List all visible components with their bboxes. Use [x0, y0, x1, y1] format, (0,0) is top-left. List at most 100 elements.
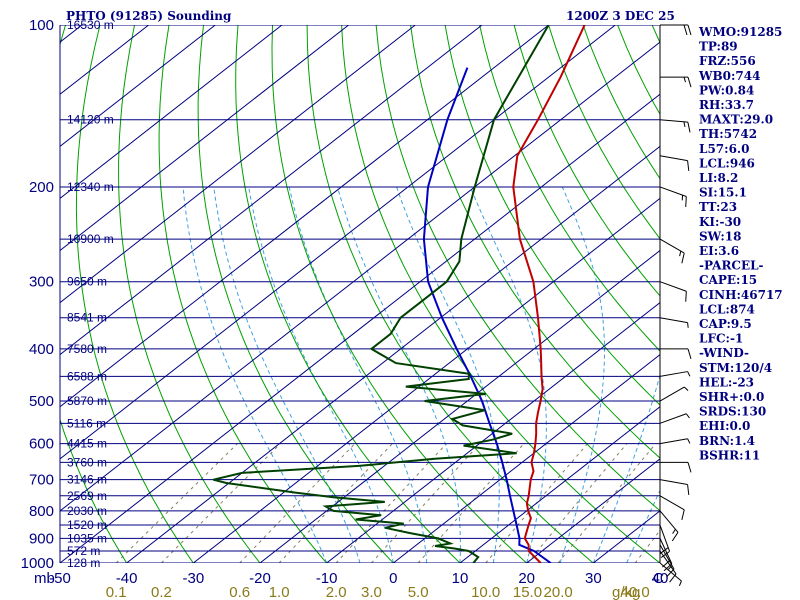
height-label: 5870 m	[67, 394, 107, 408]
wind-barb	[659, 371, 691, 377]
temperature-tick-label: -10	[316, 570, 338, 587]
pressure-tick-label: 700	[29, 472, 54, 489]
pressure-tick-label: 200	[29, 179, 54, 196]
index-line: TT:23	[699, 200, 737, 214]
index-line: FRZ:556	[699, 54, 756, 68]
isotherms	[60, 25, 660, 563]
height-label: 128 m	[67, 556, 100, 570]
index-line: SI:15.1	[699, 186, 747, 200]
index-line: LCL:946	[699, 156, 755, 170]
mixing-ratio-label: 0.1	[106, 584, 127, 600]
index-line: CAP:9.5	[699, 317, 752, 331]
index-line: KI:-30	[699, 215, 741, 229]
temperature-tick-label: -30	[182, 570, 204, 587]
isotherm	[259, 249, 660, 563]
index-line: WMO:91285	[698, 25, 782, 39]
isotherm	[326, 301, 660, 563]
height-label: 3146 m	[67, 473, 107, 487]
mixing-ratio-label: 15.0	[513, 584, 542, 600]
mixing-ratio-label: 3.0	[361, 584, 382, 600]
temperature-tick-label: 20	[518, 570, 535, 587]
isotherm	[193, 197, 660, 563]
mixing-ratio-unit: g/kg	[612, 584, 640, 600]
isotherm	[60, 25, 616, 460]
index-line: LI:8.2	[699, 171, 738, 185]
height-label: 572 m	[67, 544, 100, 558]
index-line: LCL:874	[699, 302, 755, 316]
height-label: 14120 m	[67, 113, 114, 127]
isotherm	[60, 93, 660, 563]
temperature-tick-label: 40	[652, 570, 669, 587]
wind-barb	[659, 510, 679, 542]
isotherm	[393, 354, 660, 563]
parcel-trace	[422, 67, 552, 563]
mixing-ratio-label: 20.0	[544, 584, 573, 600]
isotherm	[60, 25, 549, 408]
height-label: 1520 m	[67, 518, 107, 532]
isotherm	[60, 25, 483, 356]
x-unit-right: C	[653, 570, 664, 587]
mixing-ratio-label: 1.0	[269, 584, 290, 600]
mixing-ratio-label: 10.0	[471, 584, 500, 600]
index-line: L57:6.0	[699, 142, 749, 156]
pressure-tick-label: 400	[29, 341, 54, 358]
mixing-ratio-labels: g/kg 0.1 0.2 0.6 1.0 2.0 3.0 5.0 10.0 15.0 20.0 40…	[106, 584, 650, 600]
index-line: SRDS:130	[699, 405, 766, 419]
wind-barb	[659, 438, 691, 445]
temperature-tick-label: 10	[452, 570, 469, 587]
mixing-ratio-line	[417, 443, 525, 563]
mixing-ratio-label: 5.0	[408, 584, 429, 600]
mixing-ratio-label: 0.6	[229, 584, 250, 600]
temperature-tick-label: -20	[249, 570, 271, 587]
isotherm	[526, 458, 660, 563]
wind-barb	[659, 155, 690, 172]
mixing-ratio-label: 0.2	[151, 584, 172, 600]
height-label: 4415 m	[67, 437, 107, 451]
temperature-tick-label: 30	[585, 570, 602, 587]
wind-barb	[660, 76, 692, 88]
moist-adiabat	[626, 489, 660, 563]
indices-panel: WMO:91285TP:89FRZ:556WB0:744PW:0.84RH:33…	[698, 25, 783, 462]
pressure-labels: 100 200 300 400 500 600 700 800 900 1000	[21, 17, 54, 572]
index-line: PW:0.84	[699, 83, 754, 97]
wind-barb	[659, 524, 671, 558]
height-label: 10900 m	[67, 232, 114, 246]
index-line: MAXT:29.0	[699, 113, 773, 127]
index-line: TH:5742	[699, 127, 757, 141]
pressure-tick-label: 800	[29, 503, 54, 520]
temperature-tick-labels: mb C -50 -40 -30 -20 -10 0 10 20 30 40	[34, 570, 668, 587]
index-line: BRN:1.4	[699, 434, 755, 448]
isotherm	[60, 25, 283, 200]
mixing-ratio-line	[485, 443, 588, 563]
pressure-tick-label: 100	[29, 17, 54, 34]
height-label: 5116 m	[67, 416, 106, 430]
wind-barbs	[659, 24, 692, 586]
temperature-tick-label: -40	[116, 570, 138, 587]
moist-adiabat	[559, 186, 605, 563]
isobars	[60, 25, 660, 563]
height-labels: 16530 m 14120 m 12340 m 10900 m 9650 m 8541 m…	[67, 18, 114, 570]
isotherm	[60, 25, 349, 252]
time-label: 1200Z 3 DEC 25	[566, 9, 675, 23]
height-label: 2569 m	[67, 489, 107, 503]
height-label: 1035 m	[67, 531, 107, 545]
height-label: 2030 m	[67, 504, 107, 518]
index-line: CINH:46717	[699, 288, 783, 302]
index-line: -PARCEL-	[699, 259, 764, 273]
height-label: 16530 m	[67, 18, 114, 32]
wind-barb	[659, 119, 691, 133]
wind-barb	[659, 281, 687, 302]
station-title: PHTO (91285) Sounding	[66, 9, 232, 23]
index-line: TP:89	[699, 40, 738, 54]
x-unit-left: mb	[34, 570, 55, 587]
index-line: LFC:-1	[699, 332, 743, 346]
index-line: STM:120/4	[699, 361, 772, 375]
index-line: CAPE:15	[699, 273, 757, 287]
isotherm	[459, 406, 660, 563]
mixing-ratio-label: 2.0	[326, 584, 347, 600]
index-line: HEL:-23	[699, 375, 754, 389]
wind-barb	[659, 538, 673, 572]
wind-barb	[659, 413, 690, 424]
